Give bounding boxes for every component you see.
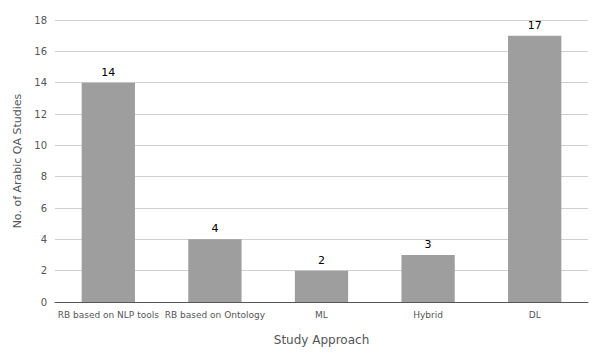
svg-text:No. of Arabic QA Studies: No. of Arabic QA Studies (11, 93, 24, 228)
svg-text:10: 10 (34, 140, 47, 151)
svg-text:18: 18 (34, 15, 47, 26)
svg-text:Study Approach: Study Approach (274, 333, 369, 347)
svg-text:0: 0 (41, 297, 47, 308)
svg-text:14: 14 (34, 77, 47, 88)
svg-text:3: 3 (425, 238, 432, 251)
svg-text:16: 16 (34, 46, 47, 57)
svg-text:8: 8 (41, 171, 47, 182)
svg-text:DL: DL (529, 310, 541, 320)
svg-text:2: 2 (41, 265, 47, 276)
svg-text:12: 12 (34, 109, 47, 120)
svg-text:4: 4 (41, 234, 47, 245)
svg-text:6: 6 (41, 203, 47, 214)
svg-text:Hybrid: Hybrid (413, 310, 443, 320)
svg-text:RB based on NLP tools: RB based on NLP tools (58, 310, 159, 320)
svg-text:2: 2 (318, 254, 325, 267)
svg-text:ML: ML (315, 310, 328, 320)
svg-text:4: 4 (211, 222, 218, 235)
svg-text:RB based on Ontology: RB based on Ontology (165, 310, 266, 320)
svg-text:17: 17 (528, 19, 542, 32)
svg-text:14: 14 (101, 66, 115, 79)
